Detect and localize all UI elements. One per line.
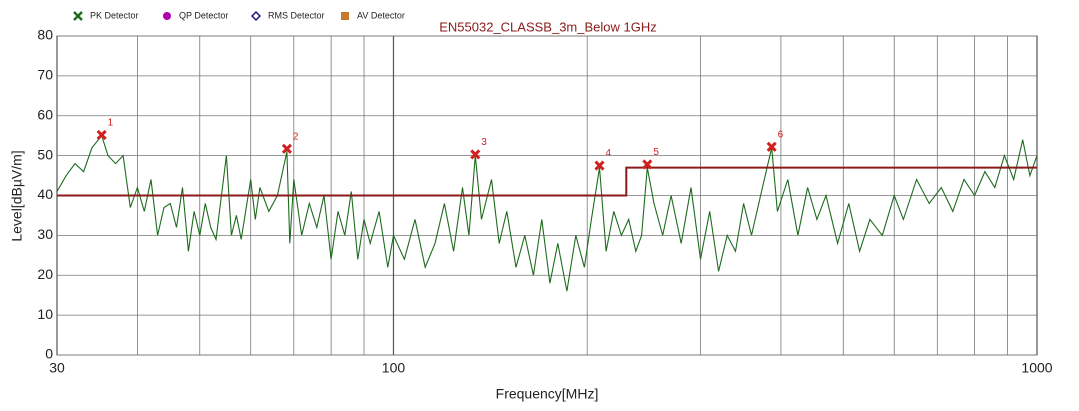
y-tick-label: 80 [37, 27, 53, 43]
peak-marker [470, 149, 481, 160]
y-tick-label: 0 [45, 346, 53, 362]
legend-symbol [250, 10, 262, 22]
legend-label: RMS Detector [268, 10, 325, 20]
marker-label: 5 [653, 147, 659, 158]
limit-line [57, 166, 1037, 197]
marker-label: 3 [481, 137, 487, 148]
y-tick-label: 50 [37, 146, 53, 162]
peak-marker [766, 141, 777, 152]
legend-symbol [163, 12, 171, 20]
y-tick-label: 30 [37, 226, 53, 242]
y-tick-label: 40 [37, 186, 53, 202]
trace-line [56, 134, 1038, 292]
y-tick-label: 10 [37, 306, 53, 322]
x-tick-label: 30 [49, 360, 65, 376]
legend-symbol [73, 11, 83, 21]
x-tick-label: 1000 [1021, 360, 1052, 376]
legend-symbol [341, 12, 349, 20]
peak-marker [281, 143, 292, 154]
peak-marker [642, 159, 653, 170]
x-tick-label: 100 [382, 360, 406, 376]
legend-label: PK Detector [90, 10, 139, 20]
y-tick-label: 60 [37, 106, 53, 122]
legend-label: AV Detector [357, 10, 405, 20]
marker-label: 1 [108, 118, 114, 129]
y-tick-label: 70 [37, 67, 53, 83]
marker-label: 2 [293, 131, 299, 142]
marker-label: 6 [778, 129, 784, 140]
legend-label: QP Detector [179, 10, 228, 20]
chart-title: EN55032_CLASSB_3m_Below 1GHz [439, 19, 657, 34]
x-axis-label: Frequency[MHz] [496, 386, 599, 402]
peak-marker [594, 160, 605, 171]
y-tick-label: 20 [37, 266, 53, 282]
y-axis-label: Level[dBµV/m] [9, 150, 25, 241]
marker-label: 4 [606, 148, 612, 159]
peak-marker [96, 129, 107, 140]
